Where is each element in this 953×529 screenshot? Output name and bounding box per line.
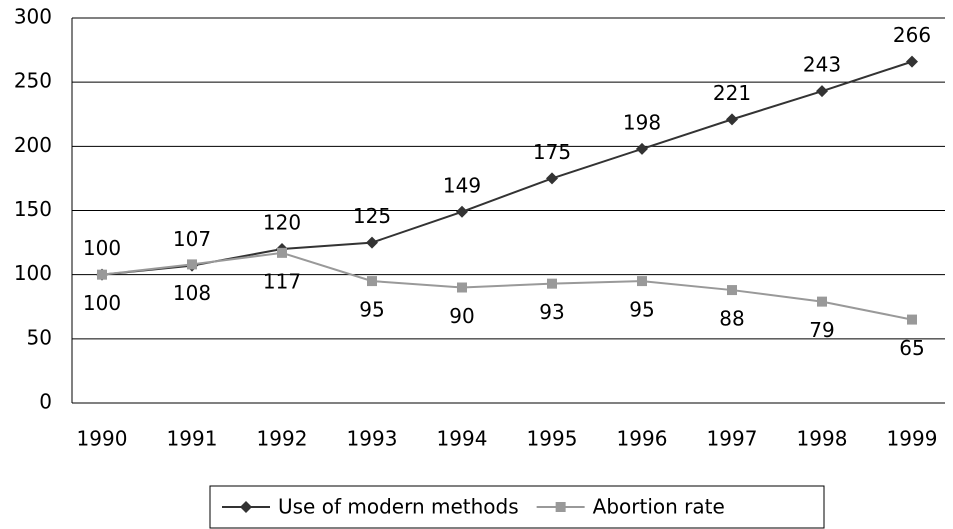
y-tick-label: 150	[14, 197, 52, 221]
data-label: 243	[803, 53, 841, 77]
data-label: 117	[263, 269, 301, 293]
data-label: 100	[83, 236, 121, 260]
data-label: 65	[899, 336, 924, 360]
data-label: 95	[629, 298, 654, 322]
data-label: 79	[809, 318, 834, 342]
data-label: 198	[623, 110, 661, 134]
marker	[240, 501, 252, 513]
marker	[546, 172, 558, 185]
marker	[907, 314, 917, 325]
marker	[277, 247, 287, 258]
x-tick-label: 1993	[347, 427, 398, 451]
marker	[457, 282, 467, 293]
legend: Use of modern methods Abortion rate	[209, 485, 825, 529]
x-tick-label: 1992	[257, 427, 308, 451]
marker	[817, 296, 827, 307]
data-label: 149	[443, 173, 481, 197]
marker	[367, 276, 377, 287]
marker	[816, 85, 828, 98]
series-line	[101, 251, 913, 321]
marker	[366, 236, 378, 249]
marker	[727, 285, 737, 296]
y-tick-label: 0	[39, 390, 52, 414]
data-label: 175	[533, 140, 571, 164]
data-label: 88	[719, 307, 744, 331]
data-label: 120	[263, 211, 301, 235]
x-tick-label: 1999	[887, 427, 938, 451]
marker	[187, 259, 197, 270]
x-tick-label: 1997	[707, 427, 758, 451]
marker	[555, 502, 566, 512]
data-label: 107	[173, 227, 211, 251]
y-tick-label: 200	[14, 133, 52, 157]
x-tick-label: 1995	[527, 427, 578, 451]
x-tick-label: 1994	[437, 427, 488, 451]
x-tick-label: 1990	[77, 427, 128, 451]
series-line	[101, 60, 913, 276]
x-tick-label: 1996	[617, 427, 668, 451]
data-label: 108	[173, 281, 211, 305]
data-label: 266	[893, 23, 931, 47]
legend-label: Use of modern methods	[278, 495, 519, 519]
marker	[97, 269, 107, 280]
marker	[636, 142, 648, 155]
y-tick-label: 250	[14, 69, 52, 93]
marker	[547, 278, 557, 289]
marker	[906, 55, 918, 68]
y-tick-label: 300	[14, 5, 52, 29]
data-label: 93	[539, 300, 564, 324]
data-label: 100	[83, 291, 121, 315]
x-tick-label: 1991	[167, 427, 218, 451]
data-label: 90	[449, 304, 474, 328]
data-label: 125	[353, 204, 391, 228]
data-label: 95	[359, 298, 384, 322]
y-tick-label: 50	[27, 325, 52, 349]
data-label: 221	[713, 81, 751, 105]
legend-label: Abortion rate	[593, 495, 725, 519]
legend-box	[209, 485, 825, 529]
marker	[456, 205, 468, 218]
x-tick-label: 1998	[797, 427, 848, 451]
marker	[637, 276, 647, 287]
y-tick-label: 100	[14, 261, 52, 285]
marker	[726, 113, 738, 126]
